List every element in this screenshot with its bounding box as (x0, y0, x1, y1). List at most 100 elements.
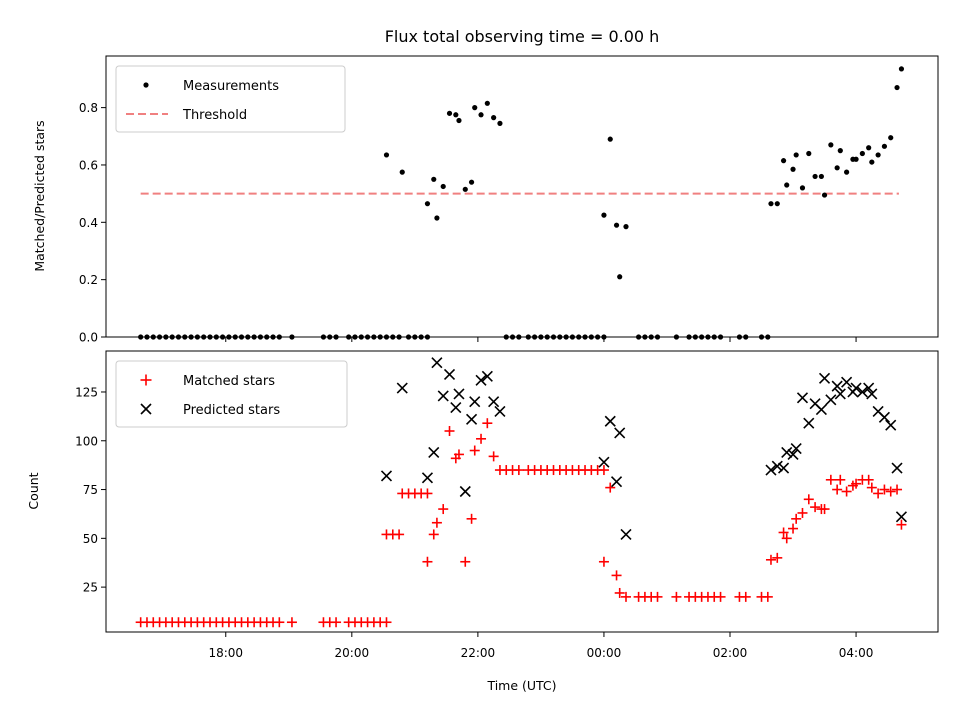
top-panel-frame (105, 55, 939, 338)
measurement-point (806, 150, 812, 157)
matched-star-point (873, 488, 884, 499)
measurement-point (478, 112, 484, 118)
predicted-star-point (453, 388, 465, 400)
measurement-point (894, 84, 900, 91)
matched-star-point (482, 418, 493, 429)
measurement-point (491, 115, 497, 121)
bottom-ytick-label: 125 (75, 385, 98, 399)
matched-star-point (605, 482, 616, 493)
measurement-point (844, 169, 850, 175)
bottom-ytick-label: 50 (83, 532, 98, 546)
matched-star-point (488, 451, 499, 462)
bottom-xtick-label: 20:00 (335, 646, 370, 660)
top-legend-box (115, 65, 346, 133)
measurement-point (799, 185, 806, 191)
matched-star-point (772, 552, 783, 563)
matched-star-point (866, 482, 877, 493)
matched-star-point (422, 488, 433, 499)
legend-threshold-label: Threshold (182, 108, 247, 123)
top-ytick-label: 0.2 (79, 273, 98, 287)
predicted-star-point (850, 382, 862, 394)
predicted-star-point (459, 485, 471, 498)
predicted-star-point (781, 446, 793, 459)
measurement-point (812, 173, 818, 180)
legend-matched-label: Matched stars (183, 374, 275, 389)
predicted-star-point (790, 443, 802, 455)
legend-matched-marker (140, 374, 152, 386)
predicted-star-point (765, 464, 777, 476)
predicted-star-point (818, 372, 831, 384)
top-legend: Measurements Threshold (115, 65, 346, 133)
measurement-point (881, 143, 888, 149)
measurement-point (780, 158, 787, 164)
matched-star-point (788, 523, 799, 534)
predicted-star-point (856, 386, 868, 398)
predicted-star-point (614, 427, 626, 439)
matched-star-point (428, 529, 439, 540)
chart-title: Flux total observing time = 0.00 h (385, 27, 660, 46)
measurement-point (869, 159, 875, 165)
measurement-point (859, 150, 865, 157)
measurement-point (828, 142, 834, 148)
predicted-star-point (771, 460, 783, 472)
measurement-point (898, 66, 905, 72)
matched-star-point (466, 513, 477, 524)
predicted-star-point (610, 476, 623, 488)
predicted-star-point (475, 374, 487, 386)
matched-star-point (469, 445, 480, 456)
matched-star-point (841, 486, 852, 497)
measurement-point (623, 224, 629, 230)
predicted-star-point (885, 419, 897, 431)
matched-star-point (394, 529, 405, 540)
matched-star-point (740, 591, 751, 602)
measurement-point (383, 152, 390, 158)
top-ytick-label: 0.0 (79, 331, 98, 345)
legend-measurements-marker (143, 82, 149, 88)
predicted-star-point (437, 390, 449, 402)
matched-star-point (851, 478, 862, 489)
measurement-point (617, 274, 623, 280)
predicted-star-point (866, 388, 878, 400)
predicted-star-point (841, 376, 853, 388)
matched-star-point (765, 554, 776, 565)
predicted-star-point (891, 462, 903, 474)
measurement-point (834, 165, 840, 171)
matched-star-point (476, 433, 487, 444)
predicted-star-point (421, 472, 434, 484)
predicted-star-point (431, 357, 443, 369)
bottom-legend-box (115, 360, 348, 428)
matched-star-point (621, 591, 631, 602)
legend-measurements-label: Measurements (183, 79, 279, 94)
matched-star-point (274, 617, 285, 628)
measurement-point (424, 201, 431, 207)
matched-star-point (879, 484, 890, 495)
bottom-ytick-label: 75 (83, 483, 98, 497)
predicted-star-point (494, 405, 506, 418)
matched-star-point (286, 617, 297, 628)
measurement-point (468, 179, 475, 185)
top-panel: 0.00.20.40.60.8 Matched/Predicted stars … (32, 55, 939, 345)
matched-star-point (381, 617, 392, 628)
matched-star-point (835, 474, 846, 485)
predicted-star-point (878, 411, 890, 423)
matched-star-point (863, 474, 874, 485)
predicted-star-point (604, 415, 616, 427)
matched-star-point (444, 426, 455, 437)
predicted-star-point (598, 456, 610, 468)
predicted-star-point (481, 370, 493, 382)
matched-star-point (832, 484, 843, 495)
bottom-panel-xlabel: Time (UTC) (486, 678, 556, 693)
measurement-point (472, 105, 478, 111)
measurement-point (497, 120, 503, 126)
measurement-point (434, 215, 440, 221)
predicted-star-point (380, 470, 393, 482)
measurement-point (821, 192, 828, 198)
measurement-point (607, 136, 613, 142)
measurement-point (613, 222, 620, 228)
matched-star-point (513, 465, 524, 476)
measurement-point (774, 201, 780, 207)
legend-predicted-label: Predicted stars (183, 403, 280, 418)
matched-star-point (598, 465, 609, 476)
matched-star-point (614, 587, 625, 598)
